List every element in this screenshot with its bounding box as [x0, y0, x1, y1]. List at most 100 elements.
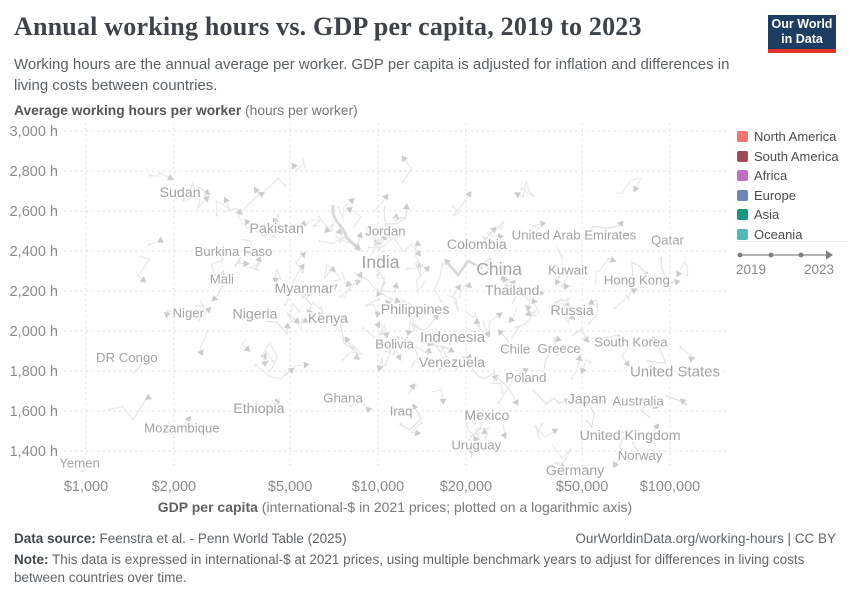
- y-axis-title-bold: Average working hours per worker: [14, 103, 242, 118]
- legend-label: Oceania: [754, 226, 803, 242]
- legend-label: Asia: [754, 207, 780, 223]
- legend-item-north-america[interactable]: North America: [737, 129, 849, 144]
- country-label-poland[interactable]: Poland: [504, 369, 548, 387]
- continent-legend: North America South America Africa Europe As…: [737, 129, 849, 247]
- country-label-yemen[interactable]: Yemen: [58, 454, 102, 472]
- timeline-start-year[interactable]: 2019: [736, 262, 767, 277]
- y-tick-label: 2,200 h: [10, 284, 58, 300]
- legend-item-asia[interactable]: Asia: [737, 207, 849, 222]
- country-label-jordan[interactable]: Jordan: [364, 222, 407, 240]
- timeline-dot-mid2[interactable]: [798, 252, 804, 258]
- country-label-norway[interactable]: Norway: [616, 446, 664, 464]
- country-label-japan[interactable]: Japan: [566, 390, 608, 409]
- y-tick-label: 2,400 h: [10, 244, 58, 260]
- legend-swatch: [737, 209, 748, 221]
- owid-logo-line1: Our World: [771, 17, 833, 31]
- x-tick-label: $100,000: [640, 479, 700, 495]
- footer-source-row: Data source: Feenstra et al. - Penn Worl…: [14, 531, 836, 546]
- timeline-end-year[interactable]: 2023: [803, 262, 834, 277]
- y-tick-label: 3,000 h: [10, 124, 58, 140]
- country-label-mozambique[interactable]: Mozambique: [143, 419, 222, 437]
- data-source-text: Data source: Feenstra et al. - Penn Worl…: [14, 531, 347, 546]
- x-tick-label: $2,000: [152, 479, 196, 495]
- country-label-burkina-faso[interactable]: Burkina Faso: [193, 243, 274, 261]
- timeline-arrow-icon: [826, 250, 833, 260]
- country-label-mali[interactable]: Mali: [208, 270, 235, 288]
- timeline-labels: 2019 2023: [736, 262, 834, 277]
- country-label-thailand[interactable]: Thailand: [483, 281, 540, 300]
- timeline-dot-mid1[interactable]: [768, 252, 774, 258]
- country-label-dr-congo[interactable]: DR Congo: [95, 349, 160, 367]
- y-tick-label: 2,600 h: [10, 204, 58, 220]
- country-label-iraq[interactable]: Iraq: [388, 402, 414, 420]
- country-label-pakistan[interactable]: Pakistan: [248, 219, 305, 238]
- country-label-germany[interactable]: Germany: [544, 461, 606, 480]
- legend-item-oceania[interactable]: Oceania: [737, 227, 849, 242]
- country-trails: [79, 155, 696, 472]
- country-label-indonesia[interactable]: Indonesia: [419, 328, 488, 348]
- country-label-united-kingdom[interactable]: United Kingdom: [578, 426, 682, 445]
- x-tick-label: $50,000: [556, 479, 608, 495]
- country-label-venezuela[interactable]: Venezuela: [417, 353, 486, 372]
- country-label-nigeria[interactable]: Nigeria: [231, 305, 279, 324]
- legend-swatch: [737, 150, 748, 162]
- country-label-sudan[interactable]: Sudan: [158, 183, 202, 202]
- y-axis-title: Average working hours per worker (hours …: [14, 103, 358, 118]
- country-label-myanmar[interactable]: Myanmar: [273, 279, 335, 298]
- country-label-kuwait[interactable]: Kuwait: [547, 261, 590, 279]
- legend-label: North America: [754, 129, 837, 144]
- country-label-india[interactable]: India: [360, 251, 401, 274]
- footer-note-label: Note:: [14, 552, 49, 567]
- y-axis-title-rest: (hours per worker): [241, 103, 358, 118]
- owid-credit-link[interactable]: OurWorldinData.org/working-hours | CC BY: [575, 531, 836, 546]
- x-axis-title-bold: GDP per capita: [157, 499, 258, 515]
- country-labels: Sudan Pakistan Jordan Burkina Faso India Colo…: [58, 183, 722, 480]
- timeline-dot-start[interactable]: [737, 252, 743, 258]
- country-label-kenya[interactable]: Kenya: [306, 309, 349, 328]
- x-tick-label: $5,000: [268, 479, 312, 495]
- y-tick-label: 2,800 h: [10, 164, 58, 180]
- data-source-label: Data source:: [14, 531, 96, 546]
- legend-item-africa[interactable]: Africa: [737, 168, 849, 183]
- owid-logo[interactable]: Our World in Data: [768, 15, 836, 53]
- chart-subtitle: Working hours are the annual average per…: [14, 56, 730, 94]
- country-label-united-states[interactable]: United States: [628, 362, 721, 382]
- legend-item-south-america[interactable]: South America: [737, 149, 849, 164]
- timeline-control[interactable]: [736, 248, 836, 262]
- country-label-ghana[interactable]: Ghana: [322, 389, 365, 407]
- country-label-mexico[interactable]: Mexico: [463, 406, 511, 425]
- country-label-niger[interactable]: Niger: [171, 304, 206, 322]
- footer-note-value: This data is expressed in international-…: [14, 552, 805, 585]
- legend-label: Africa: [754, 168, 788, 184]
- country-label-chile[interactable]: Chile: [499, 340, 532, 358]
- x-tick-label: $20,000: [440, 479, 492, 495]
- legend-item-europe[interactable]: Europe: [737, 188, 849, 203]
- legend-swatch: [737, 170, 748, 182]
- country-label-colombia[interactable]: Colombia: [445, 235, 508, 254]
- axis-tick-labels: 3,000 h 2,800 h 2,600 h 2,400 h 2,200 h 2,000…: [10, 124, 701, 495]
- legend-swatch: [737, 228, 748, 240]
- country-label-south-korea[interactable]: South Korea: [593, 333, 670, 351]
- x-axis-title: GDP per capita (international-$ in 2021 …: [0, 499, 790, 515]
- country-label-ethiopia[interactable]: Ethiopia: [232, 399, 286, 418]
- country-label-bolivia[interactable]: Bolivia: [374, 335, 417, 353]
- country-label-uruguay[interactable]: Uruguay: [450, 436, 503, 454]
- country-label-hong-kong[interactable]: Hong Kong: [602, 271, 671, 289]
- y-tick-label: 1,400 h: [10, 444, 58, 460]
- legend-label: Europe: [754, 187, 796, 203]
- y-tick-label: 2,000 h: [10, 324, 58, 340]
- country-label-australia[interactable]: Australia: [611, 392, 666, 410]
- x-tick-label: $10,000: [352, 479, 404, 495]
- y-tick-label: 1,800 h: [10, 364, 58, 380]
- country-label-greece[interactable]: Greece: [536, 340, 582, 358]
- country-label-china[interactable]: China: [475, 258, 524, 281]
- gridlines: [64, 123, 729, 470]
- country-label-qatar[interactable]: Qatar: [649, 231, 686, 249]
- country-label-united-arab-emirates[interactable]: United Arab Emirates: [510, 226, 638, 244]
- country-label-russia[interactable]: Russia: [549, 301, 595, 320]
- country-label-philippines[interactable]: Philippines: [379, 300, 451, 319]
- legend-swatch: [737, 189, 748, 201]
- y-tick-label: 1,600 h: [10, 404, 58, 420]
